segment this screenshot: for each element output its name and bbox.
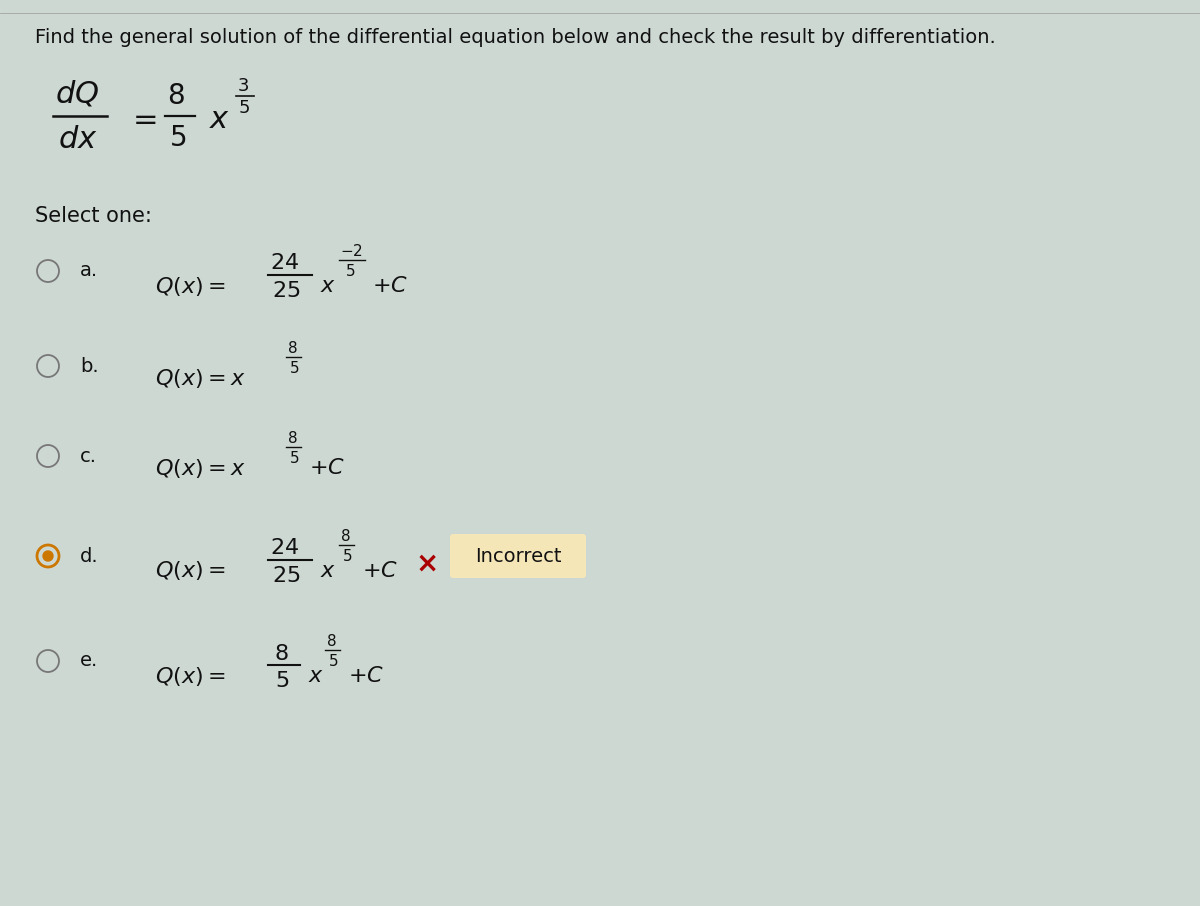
Text: $5$: $5$ [346, 263, 355, 279]
Text: $25$: $25$ [272, 280, 300, 302]
Text: $Q(x)=x$: $Q(x)=x$ [155, 367, 246, 390]
Text: $dx$: $dx$ [58, 124, 97, 156]
Text: $5$: $5$ [289, 360, 299, 376]
Text: $dQ$: $dQ$ [55, 79, 100, 110]
Text: a.: a. [80, 262, 98, 281]
Text: $5$: $5$ [289, 450, 299, 466]
Text: $Q(x)=$: $Q(x)=$ [155, 560, 226, 583]
Text: Find the general solution of the differential equation below and check the resul: Find the general solution of the differe… [35, 28, 996, 47]
Text: $8$: $8$ [287, 430, 298, 446]
Text: $x$: $x$ [320, 275, 336, 297]
FancyBboxPatch shape [450, 534, 586, 578]
Text: $5$: $5$ [342, 548, 353, 564]
Circle shape [43, 551, 53, 561]
Text: Select one:: Select one: [35, 206, 152, 226]
Text: $+C$: $+C$ [310, 457, 346, 479]
Text: $5$: $5$ [275, 670, 289, 692]
Text: $8$: $8$ [274, 643, 289, 665]
Text: $24$: $24$ [270, 252, 299, 274]
Text: $8$: $8$ [340, 528, 350, 544]
Text: $24$: $24$ [270, 537, 299, 559]
Text: $x$: $x$ [320, 560, 336, 582]
Text: $+C$: $+C$ [362, 560, 398, 582]
Text: $Q(x)=$: $Q(x)=$ [155, 664, 226, 688]
Text: $+C$: $+C$ [372, 275, 408, 297]
Text: $5$: $5$ [169, 124, 186, 151]
Text: $x$: $x$ [209, 103, 230, 134]
Text: $\mathbf{\times}$: $\mathbf{\times}$ [415, 551, 437, 577]
Text: $8$: $8$ [287, 340, 298, 356]
Text: $=$: $=$ [127, 103, 157, 134]
Text: $x$: $x$ [308, 665, 324, 687]
Text: c.: c. [80, 447, 97, 466]
Text: $Q(x)=x$: $Q(x)=x$ [155, 457, 246, 479]
Text: Incorrect: Incorrect [475, 547, 562, 566]
Text: $Q(x)=$: $Q(x)=$ [155, 275, 226, 297]
Text: $25$: $25$ [272, 565, 300, 587]
Text: $8$: $8$ [167, 82, 185, 110]
Text: b.: b. [80, 356, 98, 375]
Text: $3$: $3$ [238, 77, 250, 95]
Text: $-2$: $-2$ [340, 243, 362, 259]
Text: e.: e. [80, 651, 98, 670]
Text: $5$: $5$ [238, 99, 250, 117]
Text: $+C$: $+C$ [348, 665, 384, 687]
Text: d.: d. [80, 546, 98, 565]
Text: $5$: $5$ [328, 653, 338, 669]
Text: $8$: $8$ [326, 633, 336, 649]
